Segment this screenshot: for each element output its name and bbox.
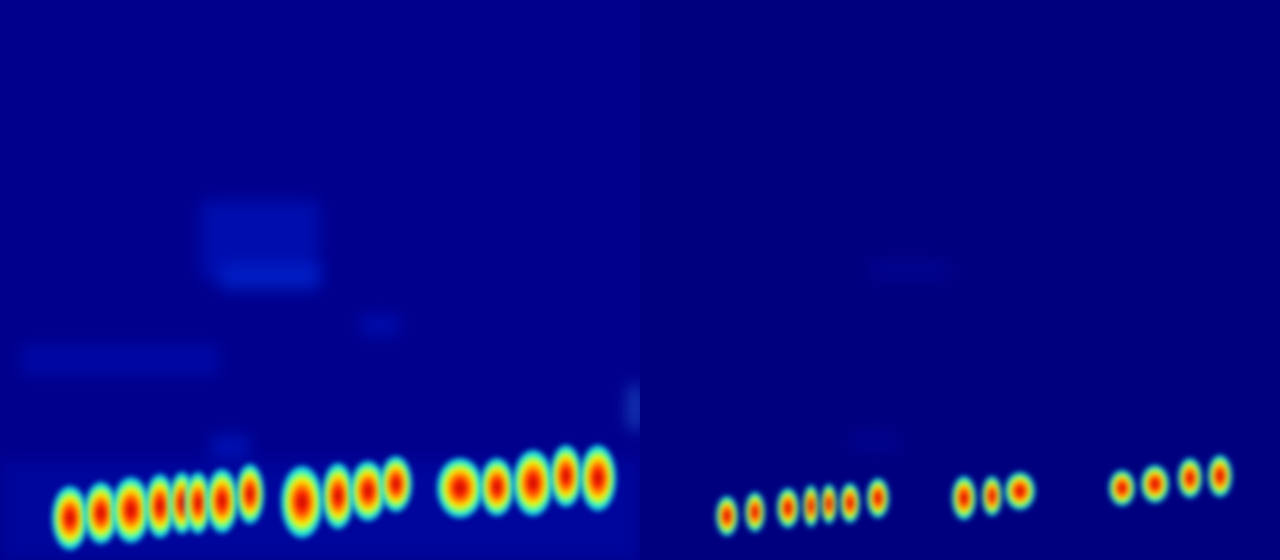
heat-peak: [952, 476, 976, 520]
heat-peak: [322, 463, 354, 529]
heat-peak: [1208, 455, 1232, 497]
heat-peak: [513, 450, 553, 516]
heat-peak: [1141, 465, 1169, 503]
heat-peak: [480, 458, 514, 516]
heat-peak: [777, 488, 799, 528]
heat-peak: [867, 478, 889, 518]
heat-peak: [982, 476, 1002, 516]
heat-peak: [206, 469, 238, 533]
heat-peak: [580, 445, 616, 511]
heat-peak: [840, 483, 860, 523]
heat-peak: [550, 445, 582, 507]
heat-peak: [1178, 458, 1202, 498]
noise-region: [210, 435, 250, 460]
noise-region: [220, 265, 320, 290]
heat-peak: [380, 456, 412, 512]
heat-peak: [281, 466, 323, 538]
heat-peak: [112, 477, 150, 543]
noise-region: [870, 262, 950, 278]
noise-region: [20, 345, 220, 375]
right-heatmap-panel: [640, 0, 1280, 560]
heat-peak: [52, 486, 88, 550]
heat-peak: [437, 458, 483, 518]
left-heatmap-panel: [0, 0, 640, 560]
noise-region: [360, 315, 400, 335]
heat-peak: [1005, 472, 1035, 510]
heat-peak: [803, 485, 819, 527]
noise-region: [630, 385, 640, 430]
noise-region: [850, 435, 900, 449]
heat-peak: [1109, 470, 1135, 506]
heat-peak: [821, 484, 837, 524]
heat-peak: [236, 464, 264, 524]
heat-peak: [745, 492, 765, 532]
heat-peak: [716, 496, 738, 536]
